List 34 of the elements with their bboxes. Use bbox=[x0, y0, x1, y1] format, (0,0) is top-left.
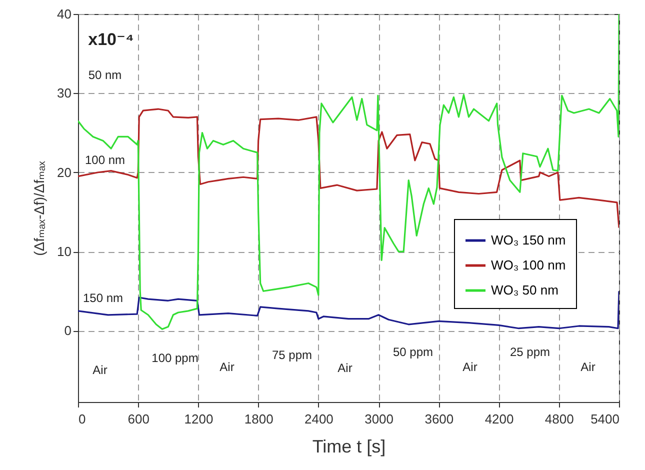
x-tick-label: 4200 bbox=[484, 412, 514, 426]
x-tick-label: 3600 bbox=[424, 412, 454, 426]
x-tick-label: 1800 bbox=[244, 412, 274, 426]
y-tick-label: 20 bbox=[57, 164, 72, 180]
annotation: Air bbox=[338, 361, 352, 375]
annotation: 50 ppm bbox=[392, 345, 434, 359]
x-tick-label: 600 bbox=[128, 412, 150, 426]
annotation: 100 ppm bbox=[152, 351, 198, 365]
x-tick-label: 2400 bbox=[304, 412, 334, 426]
annotation: 75 ppm bbox=[272, 348, 312, 362]
y-tick-label: 40 bbox=[57, 6, 72, 22]
x-tick-label: 1200 bbox=[184, 412, 214, 426]
legend-label: WO₃ 50 nm bbox=[491, 282, 558, 298]
annotation: 50 nm bbox=[88, 68, 122, 82]
legend-label: WO₃ 150 nm bbox=[491, 232, 566, 248]
x-tick-label: 0 bbox=[78, 412, 86, 426]
annotation: Air bbox=[92, 363, 108, 377]
x-tick-label: 5400 bbox=[590, 412, 620, 426]
annotation: 25 ppm bbox=[510, 345, 550, 359]
x-tick-label: 4800 bbox=[544, 412, 574, 426]
annotation: Air bbox=[580, 360, 596, 374]
annotation: Air bbox=[220, 360, 234, 374]
y-tick-label: 30 bbox=[57, 86, 72, 101]
annotation: Air bbox=[462, 360, 478, 374]
x-axis-title: Time t [s] bbox=[312, 436, 386, 456]
annotation: x10⁻⁴ bbox=[88, 30, 134, 49]
legend-label: WO₃ 100 nm bbox=[491, 258, 566, 272]
y-tick-label: 0 bbox=[64, 323, 72, 338]
y-tick-label: 10 bbox=[57, 244, 72, 260]
annotation: 100 nm bbox=[84, 153, 126, 167]
x-tick-label: 3000 bbox=[364, 412, 394, 426]
annotation: 150 nm bbox=[82, 291, 124, 305]
y-axis-title: (Δfₘₐₓ-Δf)/Δfₘₐₓ bbox=[31, 160, 48, 256]
line-series bbox=[78, 108, 619, 229]
